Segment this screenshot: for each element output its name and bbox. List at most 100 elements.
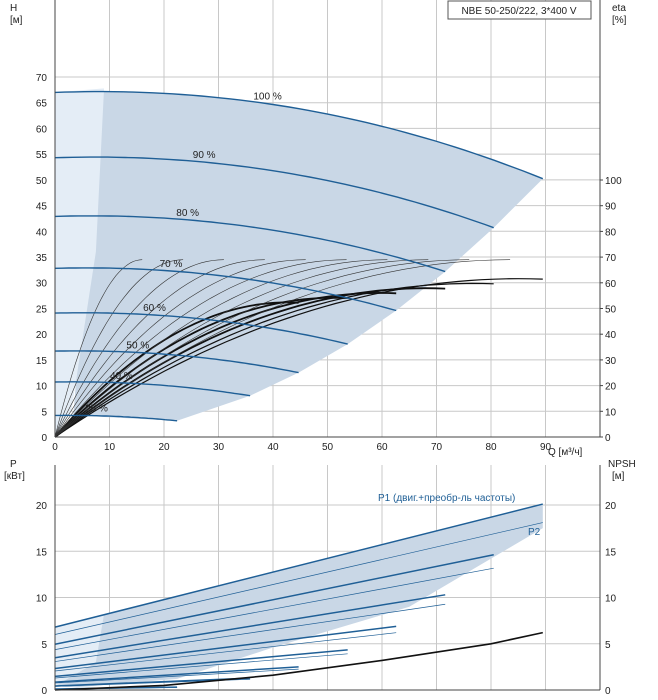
h-tick-label: 55	[36, 150, 48, 161]
pump-title-box	[447, 0, 592, 20]
p-axis-unit: [кВт]	[4, 471, 25, 482]
eta-tick-label: 10	[605, 407, 617, 418]
eta-tick-label: 100	[605, 176, 622, 187]
x-tick-label: 30	[213, 442, 225, 453]
x-tick-label: 80	[485, 442, 497, 453]
efficiency-curve-thin	[54, 259, 265, 438]
x-tick-label: 60	[376, 442, 388, 453]
npsh-axis-unit: [м]	[612, 471, 625, 482]
speed-curve-70	[54, 267, 397, 312]
p1-curve	[54, 625, 397, 670]
pump-title: NBE 50-250/222, 3*400 V	[461, 6, 576, 17]
x-tick-label: 40	[267, 442, 279, 453]
speed-curve-80	[54, 215, 446, 273]
x-tick-label: 50	[322, 442, 334, 453]
p1-curve	[54, 677, 251, 687]
speed-curve-60	[54, 312, 348, 345]
h-tick-label: 10	[36, 382, 48, 393]
p2-curve	[54, 603, 446, 662]
h-tick-label: 15	[36, 356, 48, 367]
eta-tick-label: 50	[605, 305, 617, 316]
p1-curve	[54, 649, 348, 678]
p1-curve	[54, 594, 446, 659]
h-axis-label: H	[10, 3, 17, 14]
h-tick-label: 30	[36, 279, 48, 290]
speed-curve-label: 70 %	[160, 259, 183, 270]
p2-curve	[54, 653, 348, 679]
p1-curve	[54, 553, 494, 645]
h-tick-label: 5	[41, 407, 47, 418]
efficiency-curve	[54, 296, 348, 438]
eta-tick-label: 30	[605, 356, 617, 367]
h-tick-label: 60	[36, 124, 48, 135]
h-tick-label: 25	[36, 304, 48, 315]
p2-curve	[54, 567, 494, 650]
eta-tick-label: 40	[605, 330, 617, 341]
eta-axis-label: eta	[612, 3, 626, 14]
h-tick-label: 40	[36, 227, 48, 238]
npsh-axis-label: NPSH	[608, 459, 636, 470]
x-tick-label: 20	[158, 442, 170, 453]
h-tick-label: 65	[36, 99, 48, 110]
speed-curve-50	[54, 350, 299, 374]
power-operating-area	[55, 504, 543, 688]
speed-curve-label: 40 %	[110, 371, 133, 382]
x-tick-label: 90	[540, 442, 552, 453]
npsh-curve	[54, 631, 543, 691]
p2-series-label: P2	[528, 527, 541, 538]
efficiency-curve	[54, 278, 543, 438]
npsh-tick-label: 10	[605, 594, 617, 605]
operating-range-area	[55, 91, 543, 421]
p2-curve	[54, 668, 299, 684]
efficiency-curve	[54, 301, 299, 438]
p-tick-label: 20	[36, 501, 48, 512]
efficiency-curve	[54, 291, 397, 438]
speed-curve-label: 50 %	[126, 340, 149, 351]
speed-curve-label: 60 %	[143, 303, 166, 314]
efficiency-curve	[54, 287, 446, 438]
efficiency-curve	[54, 282, 494, 438]
speed-curve-label: 25 %	[85, 404, 108, 415]
h-tick-label: 50	[36, 176, 48, 187]
speed-curve-100	[54, 90, 544, 180]
x-tick-label: 0	[52, 442, 58, 453]
speed-curve-label: 100 %	[253, 92, 281, 103]
eta-tick-label: 90	[605, 202, 617, 213]
efficiency-curve-thin	[54, 259, 306, 438]
npsh-tick-label: 15	[605, 547, 617, 558]
eta-tick-label: 60	[605, 279, 617, 290]
eta-tick-label: 0	[605, 433, 611, 444]
npsh-tick-label: 0	[605, 686, 611, 697]
p-tick-label: 5	[41, 640, 47, 651]
speed-curve-label: 90 %	[193, 150, 216, 161]
p-tick-label: 10	[36, 594, 48, 605]
speed-curve-40	[54, 381, 251, 397]
h-axis-unit: [м]	[10, 15, 23, 26]
efficiency-curve-thin	[54, 259, 224, 438]
speed-curve-90	[54, 156, 494, 229]
h-tick-label: 20	[36, 330, 48, 341]
p1-curve	[54, 666, 299, 683]
eta-tick-label: 80	[605, 227, 617, 238]
p1-series-label: P1 (двиг.+преобр-ль частоты)	[378, 492, 515, 504]
p-axis-label: P	[10, 459, 17, 470]
p2-curve	[54, 632, 397, 672]
npsh-tick-label: 5	[605, 640, 611, 651]
h-tick-label: 70	[36, 73, 48, 84]
efficiency-curve-thin	[54, 259, 143, 438]
eta-axis-unit: [%]	[612, 15, 627, 26]
efficiency-curve-thin	[54, 259, 184, 438]
eta-tick-label: 70	[605, 253, 617, 264]
p2-curve	[54, 522, 543, 635]
p-tick-label: 0	[41, 686, 47, 697]
p1-curve	[54, 503, 543, 628]
speed-curve-label: 80 %	[176, 208, 199, 219]
h-tick-label: 0	[41, 433, 47, 444]
p-tick-label: 15	[36, 547, 48, 558]
x-tick-label: 70	[431, 442, 443, 453]
h-tick-label: 45	[36, 202, 48, 213]
power-min-flow-area	[55, 614, 105, 687]
x-tick-label: 10	[104, 442, 116, 453]
min-flow-area	[55, 88, 105, 438]
